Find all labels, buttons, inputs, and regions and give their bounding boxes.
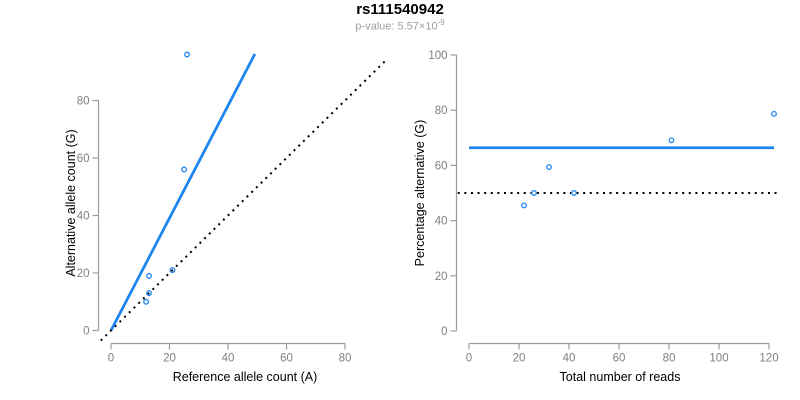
y-tick-label: 20 <box>77 268 90 280</box>
y-tick-label: 40 <box>77 211 90 223</box>
data-point <box>143 298 150 305</box>
data-point <box>521 202 527 209</box>
x-tick-label: 80 <box>339 353 352 365</box>
data-point <box>146 290 152 297</box>
data-point <box>771 110 777 117</box>
data-point <box>546 164 552 171</box>
data-point <box>531 190 537 196</box>
y-tick-label: 40 <box>435 216 448 228</box>
right-scatter-plot: 0 20 40 60 80 100 120 0 20 40 60 80 100 <box>428 50 779 365</box>
fitted-ratio-line <box>109 53 257 332</box>
y-tick-label: 20 <box>435 271 448 283</box>
p-value-exponent: -9 <box>437 18 445 27</box>
x-tick-label: 40 <box>222 353 235 365</box>
x-tick-label: 100 <box>709 353 728 365</box>
y-tick-label: 100 <box>428 50 447 62</box>
x-tick-label: 120 <box>759 353 778 365</box>
p-value-text: p-value: 5.57×10 <box>355 20 438 33</box>
left-scatter-plot: 0 20 40 60 80 0 20 40 60 80 <box>77 51 389 365</box>
snp-title: rs111540942 <box>356 1 444 18</box>
right-x-axis-title: Total number of reads <box>560 370 681 384</box>
y-tick-label: 0 <box>83 326 89 338</box>
data-point <box>668 137 675 144</box>
y-tick-label: 60 <box>77 153 90 165</box>
x-tick-label: 20 <box>513 353 526 365</box>
x-tick-label: 60 <box>280 353 293 365</box>
data-point <box>169 267 176 274</box>
x-tick-label: 40 <box>563 353 576 365</box>
identity-line <box>100 58 389 342</box>
x-tick-label: 20 <box>163 353 176 365</box>
y-tick-label: 60 <box>435 160 448 172</box>
data-point <box>571 190 577 196</box>
p-value-subtitle: p-value: 5.57×10-9 <box>0 18 800 33</box>
y-tick-label: 0 <box>441 326 447 338</box>
y-tick-label: 80 <box>77 96 90 108</box>
left-x-axis-title: Reference allele count (A) <box>173 370 318 384</box>
x-tick-label: 80 <box>663 353 676 365</box>
data-point <box>146 272 152 279</box>
data-point <box>181 166 188 173</box>
x-tick-label: 0 <box>108 353 114 365</box>
data-point <box>184 51 190 58</box>
y-tick-label: 80 <box>435 105 448 117</box>
right-y-axis-title: Percentage alternative (G) <box>413 120 427 267</box>
x-tick-label: 60 <box>613 353 626 365</box>
x-tick-label: 0 <box>466 353 472 365</box>
left-y-axis-title: Alternative allele count (G) <box>64 129 78 276</box>
